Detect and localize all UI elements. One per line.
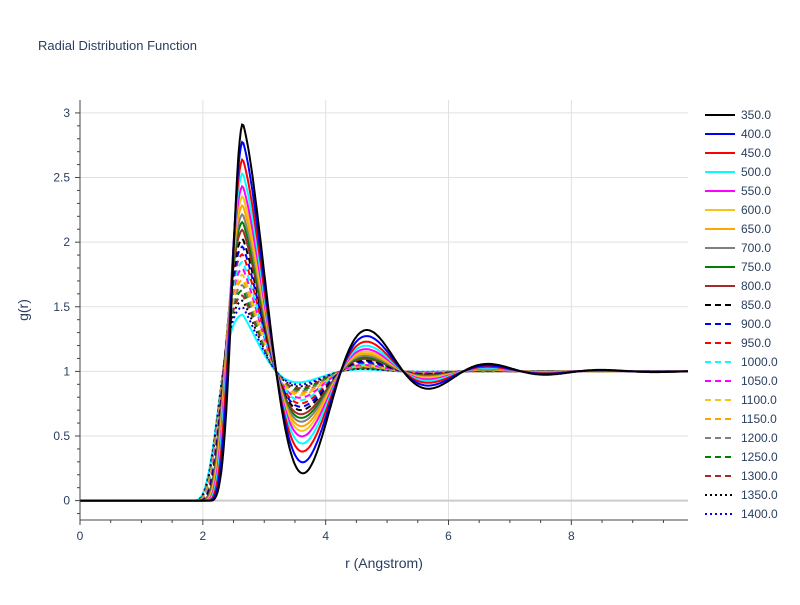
series-line (80, 283, 688, 502)
legend-label: 950.0 (741, 336, 771, 350)
legend-label: 850.0 (741, 298, 771, 312)
y-tick-label: 2 (63, 235, 70, 249)
series-line (80, 123, 689, 502)
series-line (80, 140, 689, 502)
x-axis-title: r (Angstrom) (345, 555, 423, 571)
legend: 350.0 400.0 450.0 500.0 550.0 600.0 650.0 700.0… (705, 108, 778, 521)
legend-label: 1150.0 (741, 412, 777, 426)
y-tick-label: 0 (63, 494, 70, 508)
y-tick-label: 0.5 (53, 429, 70, 443)
legend-label: 750.0 (741, 260, 771, 274)
series-line (80, 245, 688, 502)
legend-label: 1100.0 (741, 393, 777, 407)
y-tick-label: 1 (63, 364, 70, 378)
legend-label: 400.0 (741, 127, 771, 141)
legend-label: 700.0 (741, 241, 771, 255)
chart-title: Radial Distribution Function (38, 38, 197, 53)
series-line (80, 278, 688, 502)
y-tick-label: 1.5 (53, 300, 70, 314)
legend-label: 1250.0 (741, 450, 778, 464)
legend-label: 450.0 (741, 146, 771, 160)
series-line (80, 260, 688, 502)
series-lines (80, 123, 689, 502)
x-tick-label: 6 (445, 529, 452, 543)
series-line (80, 294, 688, 502)
legend-label: 1000.0 (741, 355, 778, 369)
x-tick-label: 4 (322, 529, 329, 543)
y-axis-title: g(r) (15, 299, 31, 321)
series-line (80, 299, 688, 502)
legend-label: 550.0 (741, 184, 771, 198)
legend-label: 1350.0 (741, 488, 778, 502)
series-line (80, 305, 688, 502)
grid (80, 100, 688, 520)
legend-label: 1400.0 (741, 507, 778, 521)
legend-label: 1300.0 (741, 469, 778, 483)
x-tick-label: 0 (77, 529, 84, 543)
legend-label: 1200.0 (741, 431, 778, 445)
legend-label: 900.0 (741, 317, 771, 331)
axes (75, 100, 688, 525)
legend-label: 1050.0 (741, 374, 778, 388)
x-tick-label: 8 (568, 529, 575, 543)
legend-label: 500.0 (741, 165, 771, 179)
tick-labels: 0 2 4 6 8 0 0.5 1 1.5 2 2.5 3 (53, 106, 575, 543)
series-line (80, 252, 688, 502)
series-line (80, 228, 688, 502)
x-tick-label: 2 (199, 529, 206, 543)
series-line (80, 273, 688, 502)
legend-label: 800.0 (741, 279, 771, 293)
legend-label: 350.0 (741, 108, 771, 122)
y-tick-label: 3 (63, 106, 70, 120)
y-tick-label: 2.5 (53, 171, 70, 185)
legend-label: 650.0 (741, 222, 771, 236)
series-line (80, 267, 688, 502)
legend-label: 600.0 (741, 203, 771, 217)
series-line (80, 289, 688, 502)
series-line (80, 157, 688, 502)
series-line (80, 171, 688, 502)
